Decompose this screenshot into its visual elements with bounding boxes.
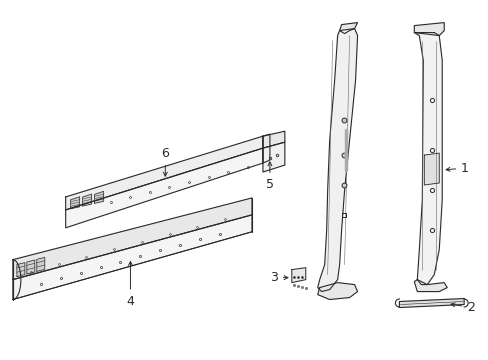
Polygon shape [71,197,80,209]
Polygon shape [263,134,269,163]
Polygon shape [17,263,25,276]
Polygon shape [424,153,438,185]
Text: 2: 2 [450,301,474,314]
Polygon shape [317,283,357,300]
Polygon shape [413,280,447,292]
Text: 5: 5 [265,162,273,191]
Polygon shape [291,268,305,283]
Text: 6: 6 [161,147,169,176]
Text: 4: 4 [126,262,134,307]
Polygon shape [339,23,357,31]
Polygon shape [399,298,463,307]
Polygon shape [413,32,441,285]
Polygon shape [27,260,35,274]
Polygon shape [65,136,263,210]
Polygon shape [263,131,285,148]
Polygon shape [413,23,443,36]
Text: 1: 1 [445,162,468,175]
Polygon shape [263,142,285,172]
Polygon shape [94,192,103,203]
Polygon shape [65,148,263,228]
Polygon shape [317,28,357,292]
Polygon shape [13,198,251,280]
Polygon shape [37,257,45,271]
Polygon shape [82,194,91,206]
Text: 3: 3 [269,271,287,284]
Polygon shape [13,215,251,300]
